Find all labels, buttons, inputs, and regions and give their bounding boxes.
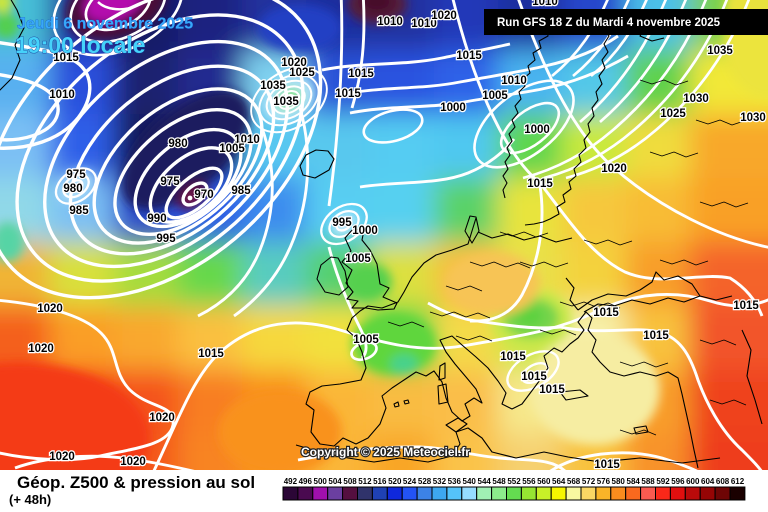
svg-text:1020: 1020 bbox=[37, 303, 63, 315]
svg-text:520: 520 bbox=[388, 477, 402, 486]
svg-text:Copyright © 2025 Meteociel.fr: Copyright © 2025 Meteociel.fr bbox=[301, 445, 470, 459]
svg-text:980: 980 bbox=[63, 183, 82, 195]
svg-text:1015: 1015 bbox=[593, 307, 619, 319]
svg-text:596: 596 bbox=[671, 477, 685, 486]
svg-text:1015: 1015 bbox=[348, 68, 374, 80]
svg-text:584: 584 bbox=[627, 477, 641, 486]
svg-text:1015: 1015 bbox=[527, 178, 553, 190]
svg-text:1000: 1000 bbox=[440, 102, 466, 114]
svg-text:Géop. Z500 & pression au sol: Géop. Z500 & pression au sol bbox=[17, 473, 255, 492]
svg-text:500: 500 bbox=[314, 477, 328, 486]
svg-text:1015: 1015 bbox=[539, 384, 565, 396]
svg-text:576: 576 bbox=[597, 477, 611, 486]
svg-text:1020: 1020 bbox=[281, 57, 307, 69]
svg-text:995: 995 bbox=[156, 233, 176, 245]
svg-text:600: 600 bbox=[686, 477, 700, 486]
svg-text:564: 564 bbox=[552, 477, 566, 486]
svg-text:608: 608 bbox=[716, 477, 730, 486]
svg-text:1015: 1015 bbox=[733, 300, 759, 312]
svg-text:1025: 1025 bbox=[660, 108, 686, 120]
svg-text:496: 496 bbox=[299, 477, 313, 486]
svg-text:985: 985 bbox=[231, 185, 251, 197]
svg-text:995: 995 bbox=[332, 217, 352, 229]
svg-text:1020: 1020 bbox=[49, 451, 75, 463]
svg-text:556: 556 bbox=[522, 477, 536, 486]
svg-text:544: 544 bbox=[478, 477, 492, 486]
svg-text:1015: 1015 bbox=[521, 371, 547, 383]
svg-text:1010: 1010 bbox=[234, 134, 260, 146]
svg-text:552: 552 bbox=[507, 477, 521, 486]
svg-text:1005: 1005 bbox=[482, 90, 508, 102]
svg-text:1010: 1010 bbox=[411, 18, 437, 30]
svg-text:516: 516 bbox=[373, 477, 387, 486]
svg-text:1025: 1025 bbox=[289, 67, 315, 79]
svg-text:1015: 1015 bbox=[198, 348, 224, 360]
svg-text:1005: 1005 bbox=[353, 334, 379, 346]
svg-text:1020: 1020 bbox=[601, 163, 627, 175]
svg-text:1010: 1010 bbox=[49, 89, 75, 101]
svg-text:524: 524 bbox=[403, 477, 417, 486]
svg-text:504: 504 bbox=[328, 477, 342, 486]
svg-text:19:00 locale: 19:00 locale bbox=[15, 32, 145, 58]
svg-text:990: 990 bbox=[147, 213, 166, 225]
svg-text:1005: 1005 bbox=[345, 253, 371, 265]
svg-text:568: 568 bbox=[567, 477, 581, 486]
svg-text:1015: 1015 bbox=[500, 351, 526, 363]
svg-text:512: 512 bbox=[358, 477, 372, 486]
svg-text:492: 492 bbox=[284, 477, 298, 486]
svg-text:548: 548 bbox=[492, 477, 506, 486]
svg-text:588: 588 bbox=[641, 477, 655, 486]
svg-text:1000: 1000 bbox=[524, 124, 550, 136]
svg-text:532: 532 bbox=[433, 477, 447, 486]
svg-text:528: 528 bbox=[418, 477, 432, 486]
svg-text:1035: 1035 bbox=[707, 45, 733, 57]
svg-text:Jeudi 6 novembre 2025: Jeudi 6 novembre 2025 bbox=[17, 16, 193, 33]
svg-text:1035: 1035 bbox=[273, 96, 299, 108]
svg-text:1000: 1000 bbox=[352, 225, 378, 237]
svg-text:540: 540 bbox=[463, 477, 477, 486]
svg-text:Run GFS 18 Z du Mardi 4 novemb: Run GFS 18 Z du Mardi 4 novembre 2025 bbox=[497, 17, 721, 29]
svg-text:508: 508 bbox=[343, 477, 357, 486]
svg-text:1020: 1020 bbox=[28, 343, 54, 355]
svg-text:980: 980 bbox=[168, 138, 187, 150]
svg-text:572: 572 bbox=[582, 477, 596, 486]
svg-text:1015: 1015 bbox=[594, 459, 620, 471]
svg-text:1010: 1010 bbox=[377, 16, 403, 28]
svg-text:580: 580 bbox=[612, 477, 626, 486]
svg-text:1010: 1010 bbox=[501, 75, 527, 87]
svg-text:(+ 48h): (+ 48h) bbox=[9, 492, 51, 507]
svg-text:1015: 1015 bbox=[456, 50, 482, 62]
svg-text:975: 975 bbox=[66, 169, 86, 181]
svg-text:985: 985 bbox=[69, 205, 89, 217]
svg-text:970: 970 bbox=[194, 189, 213, 201]
svg-text:1035: 1035 bbox=[260, 80, 286, 92]
svg-text:1015: 1015 bbox=[335, 88, 361, 100]
svg-text:1010: 1010 bbox=[532, 0, 558, 8]
svg-text:1015: 1015 bbox=[643, 330, 669, 342]
svg-text:1005: 1005 bbox=[219, 143, 245, 155]
svg-text:536: 536 bbox=[448, 477, 462, 486]
svg-text:560: 560 bbox=[537, 477, 551, 486]
svg-text:1020: 1020 bbox=[120, 456, 146, 468]
svg-text:1020: 1020 bbox=[431, 10, 457, 22]
svg-text:1015: 1015 bbox=[53, 52, 79, 64]
svg-text:604: 604 bbox=[701, 477, 715, 486]
svg-text:1030: 1030 bbox=[683, 93, 709, 105]
svg-text:1030: 1030 bbox=[740, 112, 766, 124]
svg-text:592: 592 bbox=[656, 477, 670, 486]
svg-text:612: 612 bbox=[731, 477, 745, 486]
svg-text:975: 975 bbox=[160, 176, 180, 188]
svg-text:1020: 1020 bbox=[149, 412, 175, 424]
